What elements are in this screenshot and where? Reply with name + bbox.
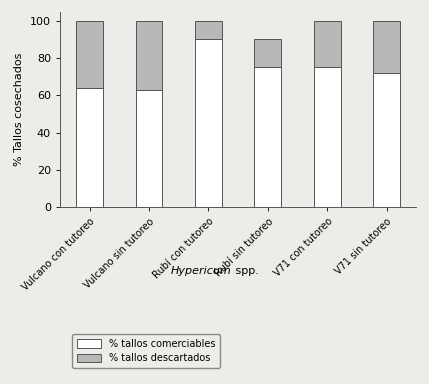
Bar xyxy=(195,21,222,40)
Bar xyxy=(373,21,400,73)
Bar xyxy=(76,21,103,88)
Y-axis label: % Tallos cosechados: % Tallos cosechados xyxy=(15,53,24,166)
Bar xyxy=(76,88,103,207)
Text: Hypericum: Hypericum xyxy=(171,266,232,276)
Bar xyxy=(314,68,341,207)
Bar xyxy=(314,21,341,68)
Bar xyxy=(373,73,400,207)
Bar xyxy=(254,68,281,207)
Legend: % tallos comerciables, % tallos descartados: % tallos comerciables, % tallos descarta… xyxy=(72,334,221,368)
Bar xyxy=(254,40,281,68)
Bar xyxy=(195,40,222,207)
Text: spp.: spp. xyxy=(232,266,259,276)
Bar xyxy=(136,21,162,90)
Bar xyxy=(136,90,162,207)
